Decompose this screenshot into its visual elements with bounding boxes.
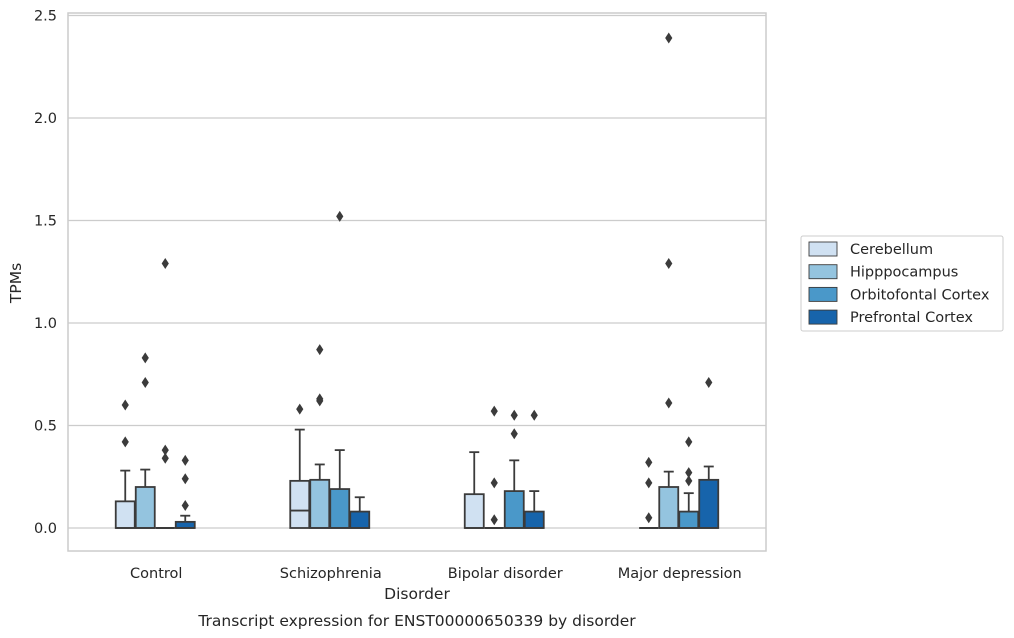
box: [658, 486, 680, 529]
outlier-point: [645, 512, 653, 524]
legend-label: Cerebellum: [850, 242, 933, 258]
box-cerebellum: [639, 456, 659, 529]
x-tick-labels: Control Schizophrenia Bipolar disorder Majo…: [130, 566, 742, 582]
legend-swatch: [808, 286, 838, 302]
legend-swatch: [808, 309, 838, 325]
box-cerebellum: [114, 399, 136, 529]
outlier-point: [685, 475, 693, 487]
outlier-point: [490, 477, 498, 489]
outlier-point: [121, 399, 129, 411]
outlier-point: [510, 409, 518, 421]
outlier-point: [665, 32, 673, 44]
x-tick-label: Schizophrenia: [280, 566, 382, 582]
outlier-point: [141, 376, 149, 388]
outlier-point: [161, 444, 169, 456]
box: [463, 493, 485, 529]
x-tick-label: Major depression: [618, 566, 742, 582]
x-axis-label: Disorder: [384, 585, 450, 603]
outlier-point: [685, 436, 693, 448]
legend: Cerebellum Hipppocampus Orbitofontal Corte…: [800, 235, 1004, 332]
outlier-point: [161, 258, 169, 270]
box: [503, 490, 525, 529]
box-orbitofontal-cortex: [155, 258, 175, 529]
outlier-point: [705, 376, 713, 388]
y-tick-label: 2.0: [34, 111, 57, 127]
outlier-point: [645, 456, 653, 468]
box-series: [114, 32, 720, 529]
box: [523, 510, 545, 529]
legend-label: Orbitofontal Cortex: [850, 287, 990, 303]
outlier-point: [665, 258, 673, 270]
outlier-point: [316, 393, 324, 405]
outlier-point: [645, 477, 653, 489]
box: [329, 488, 351, 529]
box-hipppocampus: [134, 352, 156, 529]
legend-label: Hipppocampus: [850, 265, 958, 281]
box: [349, 510, 371, 529]
outlier-point: [316, 344, 324, 356]
y-tick-labels: 0.0 0.5 1.0 1.5 2.0 2.5: [34, 9, 57, 538]
outlier-point: [530, 409, 538, 421]
box: [114, 500, 136, 529]
box: [698, 478, 720, 529]
category-group: [639, 32, 720, 529]
box-orbitofontal-cortex: [503, 409, 525, 529]
box: [289, 479, 311, 529]
box-orbitofontal-cortex: [678, 436, 700, 529]
outlier-point: [296, 403, 304, 415]
outlier-point: [181, 454, 189, 466]
plot-area: [67, 12, 767, 552]
box-hipppocampus: [309, 344, 331, 529]
outlier-point: [685, 467, 693, 479]
box: [174, 520, 196, 529]
outlier-point: [161, 452, 169, 464]
category-group: [114, 258, 196, 529]
y-tick-label: 2.5: [34, 9, 57, 25]
outlier-point: [181, 473, 189, 485]
y-tick-label: 0.5: [34, 419, 57, 435]
x-tick-label: Bipolar disorder: [448, 566, 563, 582]
box: [678, 510, 700, 529]
box-prefrontal-cortex: [523, 409, 545, 529]
y-tick-label: 0.0: [34, 521, 57, 537]
x-tick-label: Control: [130, 566, 182, 582]
legend-swatch: [808, 241, 838, 257]
category-group: [463, 405, 545, 529]
y-axis-label: TPMs: [7, 263, 25, 304]
legend-frame: [800, 235, 1004, 332]
box: [309, 478, 331, 529]
legend-label: Prefrontal Cortex: [850, 310, 973, 326]
outlier-point: [336, 210, 344, 222]
box-hipppocampus: [484, 405, 504, 529]
box-hipppocampus: [658, 32, 680, 529]
box-prefrontal-cortex: [698, 376, 720, 529]
box-orbitofontal-cortex: [329, 210, 351, 529]
y-tick-label: 1.5: [34, 214, 57, 230]
outlier-point: [490, 514, 498, 526]
outlier-point: [181, 499, 189, 511]
outlier-point: [121, 436, 129, 448]
chart-title: Transcript expression for ENST0000065033…: [197, 612, 636, 630]
outlier-point: [665, 397, 673, 409]
box-prefrontal-cortex: [349, 496, 371, 529]
box-cerebellum: [463, 451, 485, 529]
box-cerebellum: [289, 403, 311, 529]
y-tick-label: 1.0: [34, 316, 57, 332]
outlier-point: [510, 428, 518, 440]
box-prefrontal-cortex: [174, 454, 196, 529]
outlier-point: [490, 405, 498, 417]
category-group: [289, 210, 371, 529]
outlier-point: [141, 352, 149, 364]
legend-swatch: [808, 264, 838, 280]
box: [134, 486, 156, 529]
